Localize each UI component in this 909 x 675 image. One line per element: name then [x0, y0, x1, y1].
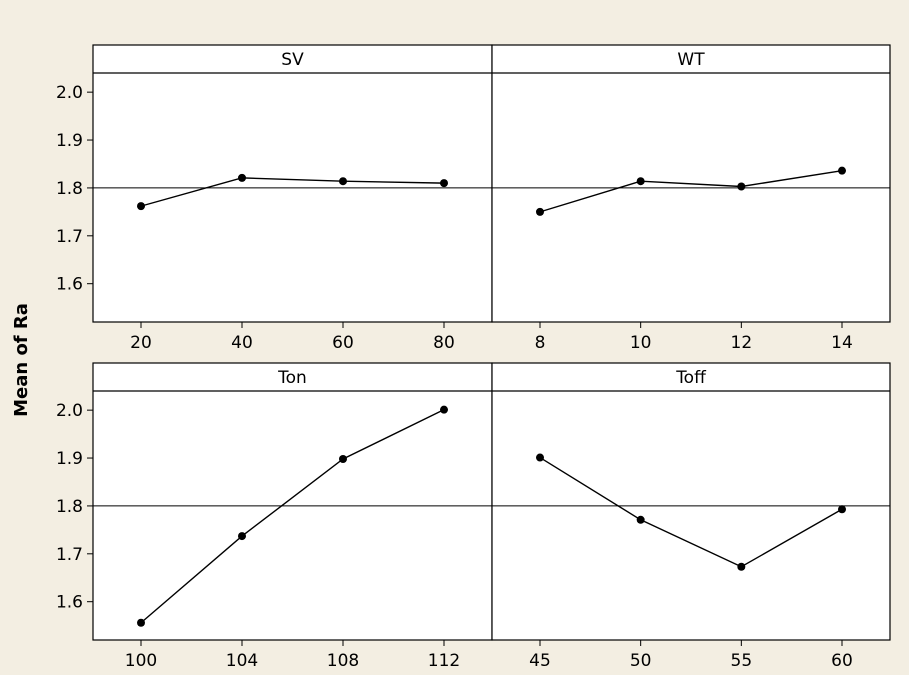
y-tick-label: 1.6: [56, 593, 83, 613]
x-tick-label: 12: [731, 333, 753, 353]
x-tick-label: 55: [731, 651, 753, 671]
x-tick-label: 100: [125, 651, 157, 671]
data-point: [137, 619, 145, 627]
data-point: [637, 516, 645, 524]
x-tick-label: 50: [630, 651, 652, 671]
y-tick-label: 1.7: [56, 545, 83, 565]
data-point: [339, 455, 347, 463]
x-tick-label: 40: [231, 333, 253, 353]
y-tick-label: 2.0: [56, 83, 83, 103]
x-tick-label: 60: [831, 651, 853, 671]
y-tick-label: 1.9: [56, 131, 83, 151]
data-point: [238, 532, 246, 540]
panel-toff: [492, 363, 890, 640]
y-tick-label: 1.9: [56, 449, 83, 469]
x-tick-label: 108: [327, 651, 359, 671]
y-tick-label: 1.7: [56, 227, 83, 247]
strip-label-sv: SV: [281, 50, 304, 70]
x-tick-label: 45: [529, 651, 551, 671]
data-point: [536, 208, 544, 216]
data-point: [536, 454, 544, 462]
x-tick-label: 20: [130, 333, 152, 353]
data-point: [137, 202, 145, 210]
data-point: [737, 563, 745, 571]
data-point: [737, 182, 745, 190]
x-tick-label: 112: [428, 651, 460, 671]
x-tick-label: 80: [433, 333, 455, 353]
data-point: [838, 167, 846, 175]
x-tick-label: 10: [630, 333, 652, 353]
y-tick-label: 1.8: [56, 179, 83, 199]
strip-label-wt: WT: [677, 50, 705, 70]
y-tick-label: 1.8: [56, 497, 83, 517]
data-point: [339, 177, 347, 185]
data-point: [238, 174, 246, 182]
data-point: [637, 177, 645, 185]
data-point: [440, 179, 448, 187]
y-axis-label: Mean of Ra: [11, 303, 32, 417]
strip-label-toff: Toff: [675, 368, 707, 388]
x-tick-label: 8: [535, 333, 546, 353]
x-tick-label: 104: [226, 651, 258, 671]
y-tick-label: 1.6: [56, 275, 83, 295]
panel-ton: [93, 363, 492, 640]
x-tick-label: 60: [332, 333, 354, 353]
strip-label-ton: Ton: [277, 368, 307, 388]
data-point: [838, 505, 846, 513]
y-tick-label: 2.0: [56, 401, 83, 421]
x-tick-label: 14: [831, 333, 853, 353]
data-point: [440, 406, 448, 414]
